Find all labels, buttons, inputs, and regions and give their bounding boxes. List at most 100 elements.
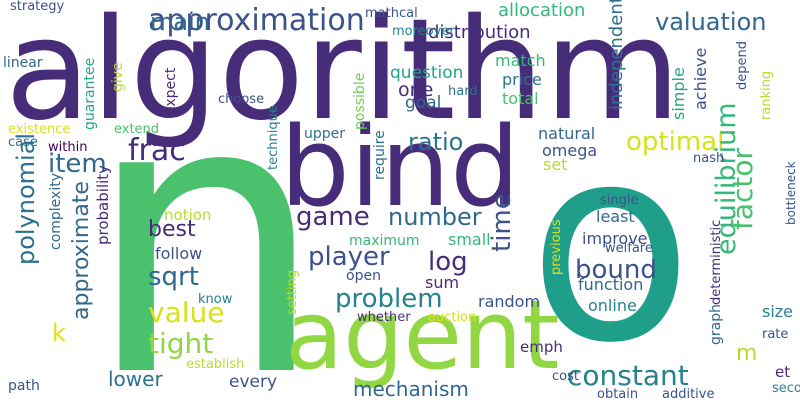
cloud-word-problem: problem (335, 284, 443, 314)
cloud-word-probability: probability (94, 165, 112, 245)
cloud-word-value: value (148, 296, 224, 329)
cloud-word-complexity: complexity (48, 173, 64, 250)
cloud-word-online: online (588, 296, 637, 315)
cloud-word-sum: sum (425, 273, 459, 292)
cloud-word-cost: cost (552, 369, 579, 384)
cloud-word-obtain: obtain (597, 387, 638, 400)
cloud-word-m: m (736, 341, 757, 366)
cloud-word-ranking: ranking (759, 71, 774, 120)
cloud-word-allocation: allocation (498, 0, 585, 21)
cloud-word-simple: simple (669, 67, 688, 120)
cloud-word-whether: whether (357, 310, 411, 325)
cloud-word-emph: emph (520, 338, 563, 356)
cloud-word-extend: extend (114, 122, 159, 137)
cloud-word-technique: technique (266, 105, 281, 170)
cloud-word-choose: choose (218, 92, 264, 107)
cloud-word-algorithm: algorithm (5, 0, 681, 152)
cloud-word-n: n (85, 17, 326, 400)
cloud-word-know: know (198, 292, 233, 307)
cloud-word-guarantee: guarantee (82, 58, 98, 130)
cloud-word-optimal: optimal (626, 127, 724, 157)
cloud-word-existence: existence (8, 122, 70, 137)
cloud-word-rate: rate (762, 327, 788, 342)
cloud-word-small: small (448, 230, 491, 249)
cloud-word-graph: graph (708, 304, 724, 345)
cloud-word-depend: depend (735, 41, 750, 90)
cloud-word-log: log (428, 247, 468, 277)
cloud-word-nash: nash (693, 151, 724, 166)
cloud-word-valuation: valuation (655, 8, 766, 36)
cloud-word-upper: upper (304, 126, 345, 142)
cloud-word-notion: notion (164, 206, 211, 224)
cloud-word-approximate: approximate (69, 181, 94, 320)
cloud-word-setting: setting (285, 270, 300, 315)
cloud-word-establish: establish (186, 357, 244, 372)
cloud-word-main: main (150, 8, 210, 36)
cloud-word-natural: natural (538, 124, 595, 143)
cloud-word-additive: additive (662, 387, 714, 400)
cloud-word-one: one (398, 79, 433, 101)
cloud-word-ratio: ratio (408, 128, 463, 156)
cloud-word-polynomial: polynomial (12, 133, 40, 265)
cloud-word-agent: agent (285, 281, 559, 391)
cloud-word-welfare: welfare (605, 241, 653, 256)
cloud-word-number: number (388, 203, 482, 231)
cloud-word-maximum: maximum (349, 233, 420, 249)
cloud-word-game: game (296, 202, 370, 232)
cloud-word-frac: frac (128, 133, 186, 168)
cloud-word-time: time (487, 193, 517, 252)
cloud-word-possible: possible (352, 73, 368, 130)
cloud-word-improve: improve (582, 229, 648, 248)
cloud-word-every: every (229, 372, 277, 392)
cloud-word-distribution: distribution (428, 22, 531, 43)
cloud-word-match: match (495, 51, 546, 70)
cloud-word-player: player (308, 242, 390, 272)
cloud-word-follow: follow (155, 244, 202, 263)
cloud-word-lower: lower (108, 367, 163, 391)
cloud-word-bound: bound (575, 255, 657, 285)
cloud-word-second: second (772, 381, 800, 396)
cloud-word-price: price (502, 70, 542, 89)
cloud-word-item: item (48, 149, 107, 179)
cloud-word-k: k (52, 319, 66, 347)
cloud-word-moreover: moreover (392, 24, 455, 39)
cloud-word-question: question (390, 63, 463, 83)
cloud-word-open: open (346, 268, 381, 284)
cloud-word-size: size (762, 302, 793, 321)
cloud-word-et: et (775, 363, 790, 381)
cloud-word-best: best (148, 217, 196, 242)
cloud-word-expect: expect (163, 67, 179, 115)
cloud-word-set: set (543, 155, 567, 174)
cloud-word-sqrt: sqrt (148, 262, 199, 292)
cloud-word-give: give (110, 62, 126, 92)
cloud-word-strategy: strategy (10, 0, 65, 14)
cloud-word-approximation: approximation (148, 3, 365, 38)
cloud-word-bottleneck: bottleneck (784, 161, 798, 225)
cloud-word-omega: omega (542, 141, 597, 160)
cloud-word-o: o (528, 87, 693, 400)
cloud-word-achieve: achieve (691, 48, 710, 110)
cloud-word-factor: factor (726, 147, 759, 230)
cloud-word-previous: previous (549, 219, 564, 275)
cloud-word-equilibrium: equilibrium (711, 102, 742, 255)
cloud-word-goal: goal (405, 93, 441, 113)
cloud-word-within: within (48, 140, 87, 155)
cloud-word-linear: linear (3, 55, 43, 71)
cloud-word-function: function (578, 275, 643, 294)
cloud-word-case: case (8, 135, 38, 150)
cloud-word-bind: bind (280, 103, 520, 231)
cloud-word-total: total (502, 89, 539, 108)
cloud-word-auction: auction (428, 310, 476, 325)
cloud-word-constant: constant (567, 359, 689, 392)
cloud-word-hard: hard (448, 84, 478, 99)
cloud-word-tight: tight (148, 327, 213, 360)
cloud-word-single: single (600, 193, 639, 208)
cloud-word-path: path (8, 378, 40, 394)
cloud-word-require: require (372, 130, 388, 180)
cloud-word-deterministic: deterministic (709, 220, 724, 305)
cloud-word-least: least (596, 207, 635, 226)
cloud-word-independent: independent (606, 0, 627, 110)
cloud-word-mechanism: mechanism (353, 377, 469, 400)
